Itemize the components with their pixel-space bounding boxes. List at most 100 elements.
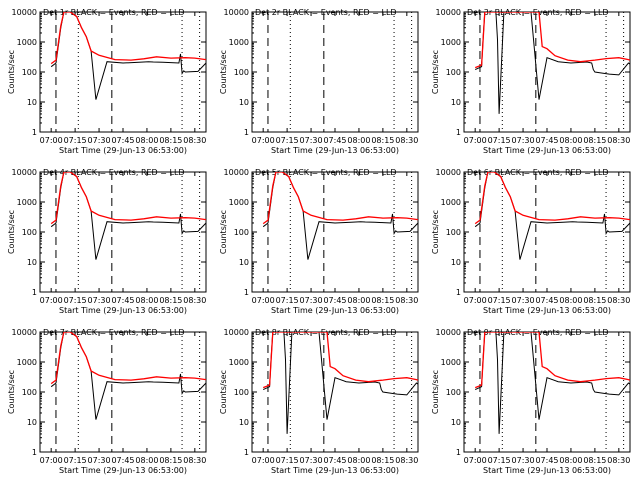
y-tick-label: 1 <box>456 128 461 137</box>
y-tick-label: 1 <box>456 448 461 457</box>
plot-frame <box>39 11 207 133</box>
x-tick-label: 07:30 <box>512 456 535 465</box>
x-tick-label: 07:30 <box>512 296 535 305</box>
panel-title: Det 5r BLACK = Events, RED = LLD <box>255 168 397 177</box>
x-tick-label: 08:30 <box>395 456 418 465</box>
x-tick-label: 07:00 <box>40 456 63 465</box>
plot-frame <box>463 11 631 133</box>
y-tick-label: 100 <box>22 228 37 237</box>
y-tick-label: 1000 <box>229 198 249 207</box>
x-tick-label: 08:15 <box>159 456 182 465</box>
x-tick-label: 07:00 <box>464 136 487 145</box>
y-axis-label: Counts/sec <box>219 50 228 94</box>
x-tick-label: 07:45 <box>111 456 134 465</box>
y-tick-label: 1 <box>456 288 461 297</box>
y-tick-label: 1 <box>32 448 37 457</box>
panel-title: Det 6r BLACK = Events, RED = LLD <box>467 168 609 177</box>
x-tick-label: 08:30 <box>183 136 206 145</box>
x-tick-label: 07:30 <box>300 456 323 465</box>
x-tick-label: 08:15 <box>583 136 606 145</box>
x-tick-label: 08:15 <box>583 456 606 465</box>
y-tick-label: 10 <box>451 258 461 267</box>
x-tick-label: 08:00 <box>347 296 370 305</box>
y-tick-label: 10 <box>239 418 249 427</box>
x-tick-label: 08:30 <box>395 296 418 305</box>
x-tick-label: 07:45 <box>323 296 346 305</box>
x-tick-label: 07:45 <box>535 136 558 145</box>
x-tick-label: 07:45 <box>535 296 558 305</box>
y-axis-label: Counts/sec <box>7 370 16 414</box>
y-tick-label: 1000 <box>17 358 37 367</box>
y-axis-label: Counts/sec <box>431 370 440 414</box>
x-axis-label: Start Time (29-Jun-13 06:53:00) <box>483 466 611 475</box>
y-axis-label: Counts/sec <box>219 370 228 414</box>
y-axis-label: Counts/sec <box>431 210 440 254</box>
x-tick-label: 07:30 <box>88 456 111 465</box>
panel-title: Det 7r BLACK = Events, RED = LLD <box>43 328 185 337</box>
y-tick-label: 1000 <box>229 38 249 47</box>
x-tick-label: 07:15 <box>488 296 511 305</box>
x-axis-label: Start Time (29-Jun-13 06:53:00) <box>59 466 187 475</box>
panel-title: Det 4r BLACK = Events, RED = LLD <box>43 168 185 177</box>
x-tick-label: 07:30 <box>300 136 323 145</box>
y-tick-label: 100 <box>446 228 461 237</box>
x-tick-label: 07:30 <box>512 136 535 145</box>
x-tick-label: 07:00 <box>252 456 275 465</box>
y-tick-label: 10000 <box>436 8 461 17</box>
x-tick-label: 07:45 <box>111 296 134 305</box>
x-tick-label: 08:30 <box>607 456 630 465</box>
x-tick-label: 08:00 <box>347 136 370 145</box>
y-axis-label: Counts/sec <box>7 50 16 94</box>
y-tick-label: 1 <box>244 288 249 297</box>
x-tick-label: 08:15 <box>371 296 394 305</box>
x-tick-label: 08:15 <box>371 136 394 145</box>
x-tick-label: 08:30 <box>395 136 418 145</box>
y-tick-label: 1 <box>32 128 37 137</box>
y-tick-label: 100 <box>446 68 461 77</box>
x-tick-label: 08:15 <box>583 296 606 305</box>
y-tick-label: 10 <box>27 258 37 267</box>
y-tick-label: 100 <box>234 68 249 77</box>
x-tick-label: 07:15 <box>276 136 299 145</box>
plot-frame <box>463 331 631 453</box>
y-tick-label: 10000 <box>224 328 249 337</box>
x-axis-label: Start Time (29-Jun-13 06:53:00) <box>483 306 611 315</box>
x-tick-label: 07:30 <box>88 296 111 305</box>
events-series-line <box>474 332 630 434</box>
y-axis-label: Counts/sec <box>7 210 16 254</box>
y-tick-label: 10000 <box>436 328 461 337</box>
events-series-line <box>50 172 206 260</box>
y-tick-label: 1 <box>244 448 249 457</box>
y-tick-label: 1000 <box>441 38 461 47</box>
y-tick-label: 10000 <box>12 328 37 337</box>
x-tick-label: 07:15 <box>64 456 87 465</box>
x-axis-label: Start Time (29-Jun-13 06:53:00) <box>271 466 399 475</box>
y-tick-label: 10000 <box>12 8 37 17</box>
lld-series-line <box>474 12 630 69</box>
x-axis-label: Start Time (29-Jun-13 06:53:00) <box>271 306 399 315</box>
events-series-line <box>262 172 418 260</box>
panel-title: Det 1r BLACK = Events, RED = LLD <box>43 8 185 17</box>
x-tick-label: 08:30 <box>183 296 206 305</box>
y-tick-label: 10 <box>239 258 249 267</box>
x-tick-label: 08:00 <box>135 136 158 145</box>
y-tick-label: 1000 <box>17 198 37 207</box>
x-tick-label: 08:00 <box>559 136 582 145</box>
x-tick-label: 07:15 <box>276 296 299 305</box>
y-tick-label: 10 <box>451 98 461 107</box>
x-tick-label: 08:00 <box>135 456 158 465</box>
y-tick-label: 10 <box>451 418 461 427</box>
y-tick-label: 1 <box>32 288 37 297</box>
x-tick-label: 07:00 <box>464 296 487 305</box>
x-tick-label: 07:00 <box>252 136 275 145</box>
events-series-line <box>262 332 418 434</box>
x-tick-label: 08:00 <box>347 456 370 465</box>
y-tick-label: 1000 <box>441 358 461 367</box>
y-tick-label: 10 <box>27 418 37 427</box>
y-tick-label: 10000 <box>224 8 249 17</box>
